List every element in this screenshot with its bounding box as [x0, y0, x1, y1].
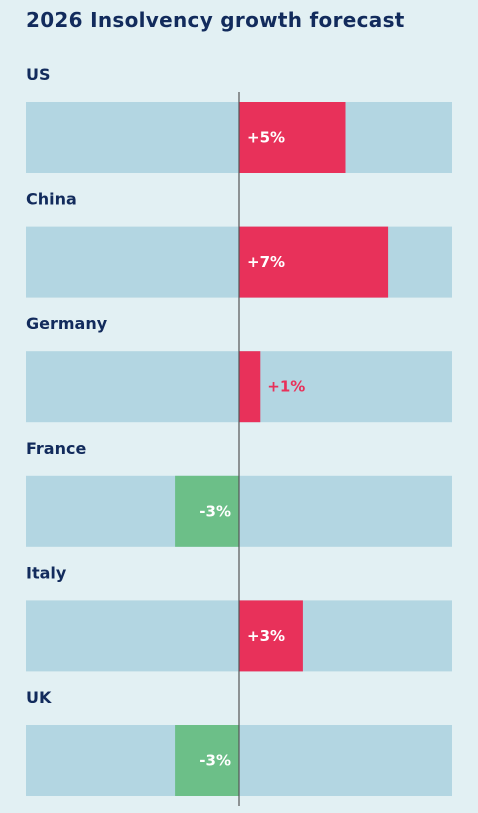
- data-label-china: +7%: [247, 253, 285, 271]
- chart-title: 2026 Insolvency growth forecast: [26, 8, 405, 32]
- category-label-france: France: [26, 439, 86, 458]
- category-label-uk: UK: [26, 688, 52, 707]
- bar-france: [175, 475, 239, 547]
- category-label-china: China: [26, 190, 77, 209]
- bar-uk: [175, 725, 239, 796]
- bar-germany: [239, 351, 261, 423]
- category-label-us: US: [26, 65, 51, 84]
- bar-china: [239, 226, 389, 298]
- data-label-germany: +1%: [267, 378, 305, 396]
- data-label-italy: +3%: [247, 627, 285, 645]
- data-label-uk: -3%: [199, 752, 231, 770]
- data-label-us: +5%: [247, 129, 285, 147]
- category-label-germany: Germany: [26, 314, 108, 333]
- category-label-italy: Italy: [26, 563, 67, 582]
- data-label-france: -3%: [199, 502, 231, 520]
- bar-us: [239, 102, 346, 173]
- bar-italy: [239, 600, 303, 672]
